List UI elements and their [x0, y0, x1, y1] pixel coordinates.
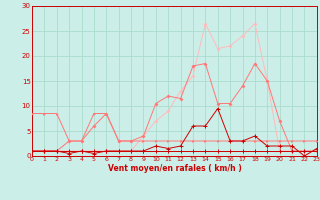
X-axis label: Vent moyen/en rafales ( km/h ): Vent moyen/en rafales ( km/h )	[108, 164, 241, 173]
